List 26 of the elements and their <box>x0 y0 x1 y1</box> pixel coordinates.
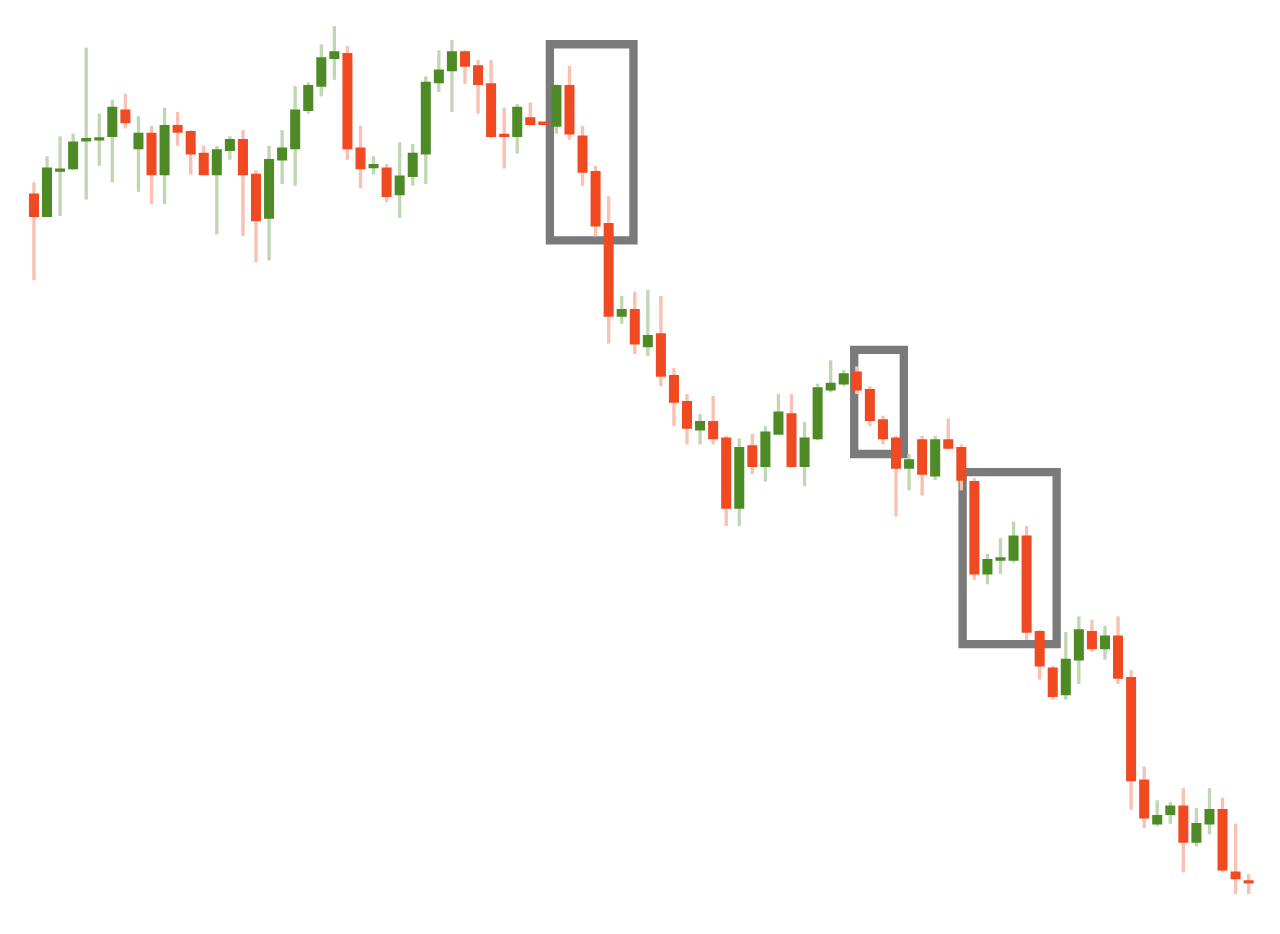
candlestick <box>146 124 157 206</box>
candlestick <box>930 434 941 482</box>
candlestick <box>381 162 392 204</box>
candlestick <box>564 64 575 142</box>
candlestick <box>28 180 39 283</box>
candlestick <box>1086 618 1097 654</box>
candlestick <box>133 114 144 194</box>
candlestick <box>695 412 706 447</box>
candlestick <box>642 288 653 358</box>
candlestick <box>1178 786 1189 875</box>
candlestick <box>368 154 379 177</box>
candlestick <box>107 98 118 184</box>
candlestick <box>616 294 627 326</box>
candlestick <box>1230 822 1241 896</box>
candlestick <box>1243 872 1254 896</box>
candlestick <box>1099 624 1110 662</box>
candlestick <box>1165 800 1176 826</box>
candlestick <box>917 434 928 498</box>
candlestick <box>1152 798 1163 829</box>
candlestick <box>1047 664 1058 702</box>
candlestick <box>120 92 131 131</box>
candlestick <box>512 102 523 156</box>
candlestick <box>551 82 562 136</box>
candlestick <box>629 289 640 356</box>
candlestick <box>904 452 915 493</box>
candlestick <box>747 432 758 476</box>
